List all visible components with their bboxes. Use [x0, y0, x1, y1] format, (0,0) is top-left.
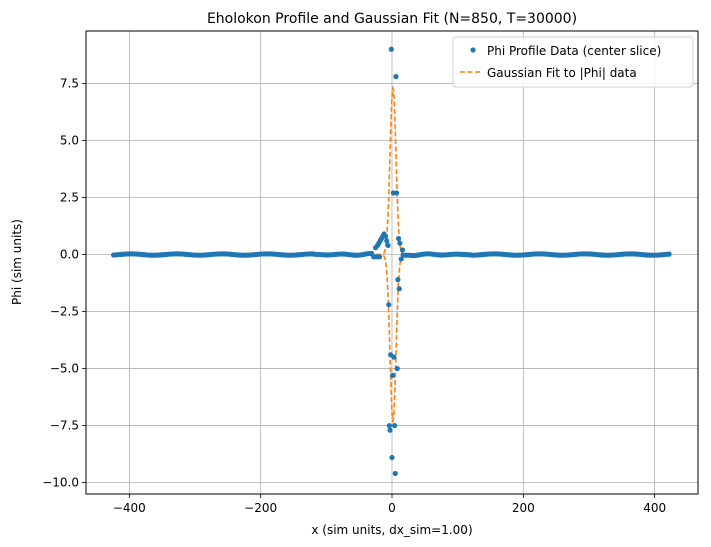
data-point [376, 254, 383, 260]
x-tick-label: 0 [388, 501, 396, 515]
data-point [392, 422, 398, 429]
data-point [385, 242, 391, 248]
data-point [395, 277, 401, 283]
y-tick-label: −10.0 [42, 476, 79, 490]
y-tick-label: 0.0 [60, 248, 79, 262]
data-point [398, 256, 404, 262]
data-point [382, 233, 389, 239]
data-point [384, 238, 390, 244]
legend: Phi Profile Data (center slice) Gaussian… [452, 36, 694, 88]
legend-label-fit: Gaussian Fit to |Phi| data [487, 66, 637, 80]
chart-title: Eholokon Profile and Gaussian Fit (N=850… [207, 11, 577, 27]
data-point [399, 247, 406, 253]
legend-box [452, 36, 694, 88]
x-axis: −400 −200 0 200 400 [113, 494, 666, 515]
y-tick-label: −7.5 [50, 419, 79, 433]
y-axis-label: Phi (sim units) [10, 219, 24, 305]
data-points [110, 46, 672, 477]
y-tick-label: 7.5 [60, 76, 79, 90]
legend-label-data: Phi Profile Data (center slice) [487, 44, 661, 58]
data-point [392, 470, 398, 477]
y-tick-label: 2.5 [60, 190, 79, 204]
y-axis: −10.0 −7.5 −5.0 −2.5 0.0 2.5 5.0 7.5 [42, 76, 86, 490]
x-tick-label: −400 [113, 501, 146, 515]
y-tick-label: −2.5 [50, 305, 79, 319]
legend-marker-data [470, 47, 476, 53]
data-point [666, 251, 672, 257]
x-tick-label: −200 [244, 501, 277, 515]
data-point [394, 190, 400, 196]
data-point [390, 372, 396, 378]
data-point [386, 302, 392, 308]
x-tick-label: 400 [643, 501, 666, 515]
data-point [406, 252, 412, 258]
data-point [396, 286, 402, 292]
data-point [389, 454, 395, 461]
data-point [388, 46, 394, 52]
x-tick-label: 200 [512, 501, 535, 515]
data-point [394, 365, 400, 372]
data-point [393, 74, 399, 80]
data-point [395, 235, 402, 242]
x-axis-label: x (sim units, dx_sim=1.00) [311, 523, 472, 537]
data-point [391, 354, 397, 360]
y-tick-label: −5.0 [50, 362, 79, 376]
data-point [386, 422, 392, 429]
data-point [387, 427, 393, 433]
y-tick-label: 5.0 [60, 133, 79, 147]
data-point [397, 240, 403, 246]
